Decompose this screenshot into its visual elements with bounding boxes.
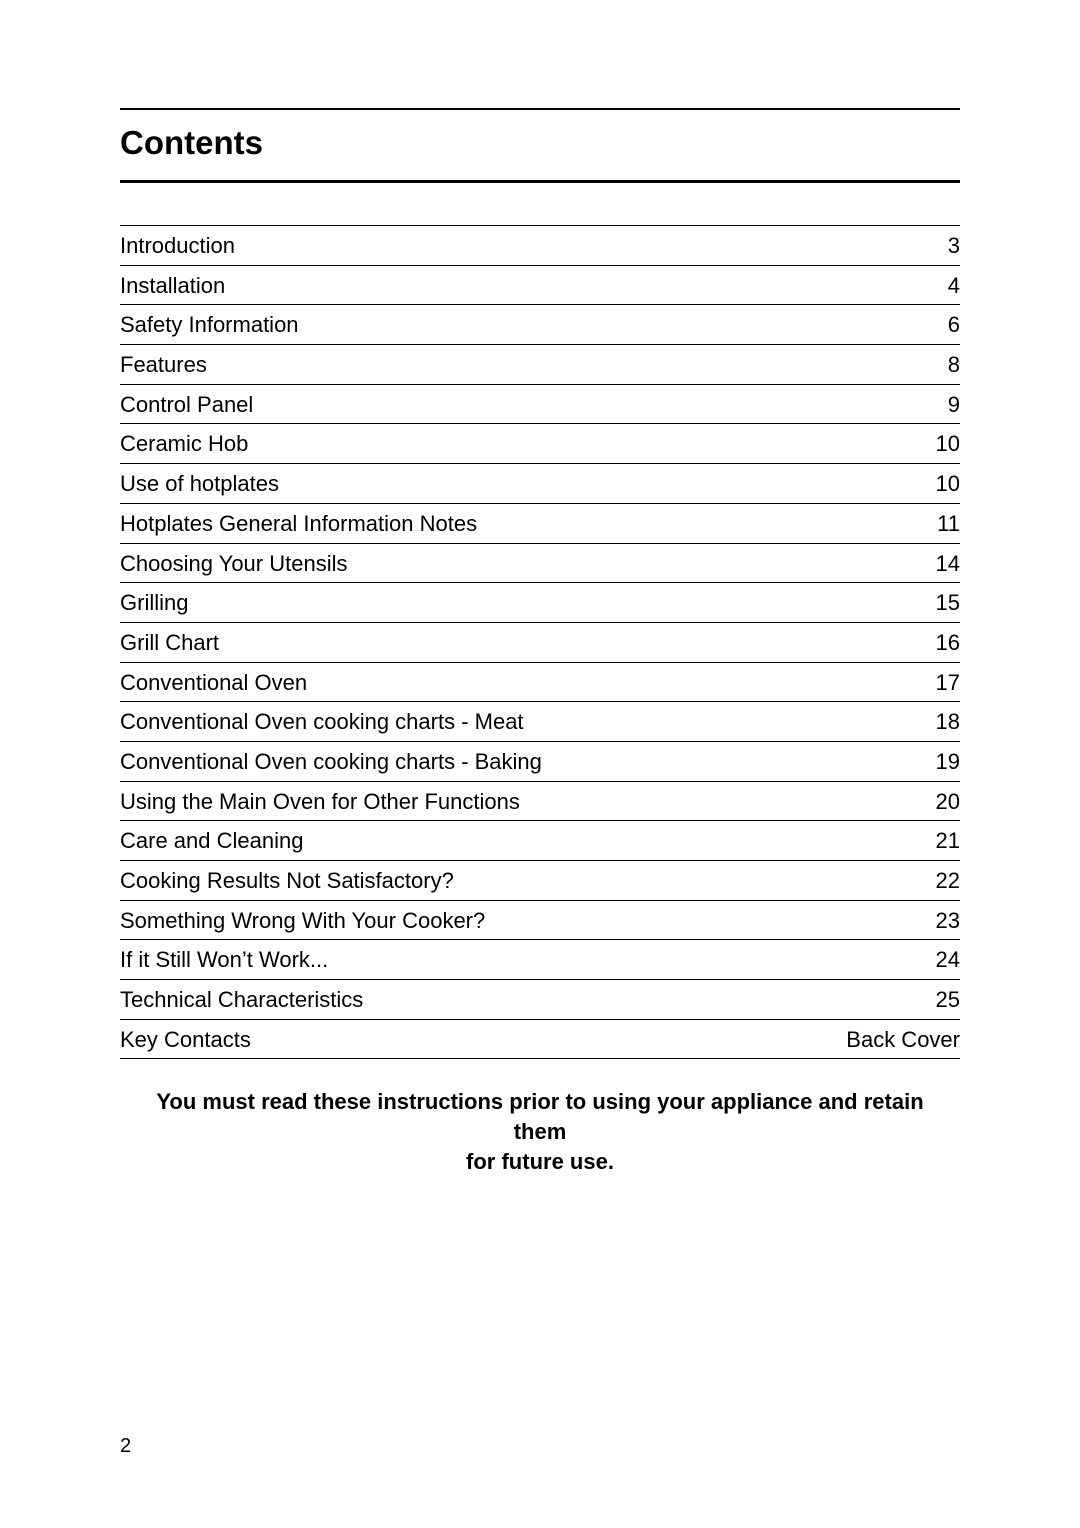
toc-page: 24 xyxy=(936,945,960,975)
toc-row: Introduction 3 xyxy=(120,225,960,266)
toc-row: Something Wrong With Your Cooker? 23 xyxy=(120,901,960,941)
toc-label: Conventional Oven cooking charts - Bakin… xyxy=(120,747,542,777)
toc-row: Features 8 xyxy=(120,345,960,385)
toc-row: Ceramic Hob 10 xyxy=(120,424,960,464)
toc-label: Something Wrong With Your Cooker? xyxy=(120,906,485,936)
toc-row: Key Contacts Back Cover xyxy=(120,1020,960,1060)
toc-page: 21 xyxy=(936,826,960,856)
notice-line-1: You must read these instructions prior t… xyxy=(156,1089,923,1144)
toc-row: Use of hotplates 10 xyxy=(120,464,960,504)
toc-page: 23 xyxy=(936,906,960,936)
toc-page: 10 xyxy=(936,469,960,499)
document-page: Contents Introduction 3 Installation 4 Safet… xyxy=(0,0,1080,1528)
toc-page: 18 xyxy=(936,707,960,737)
toc-row: Grilling 15 xyxy=(120,583,960,623)
toc-page: 4 xyxy=(948,271,960,301)
toc-label: Key Contacts xyxy=(120,1025,251,1055)
toc-row: Care and Cleaning 21 xyxy=(120,821,960,861)
toc-label: Conventional Oven xyxy=(120,668,307,698)
title-block: Contents xyxy=(120,108,960,183)
toc-label: Choosing Your Utensils xyxy=(120,549,347,579)
toc-label: Cooking Results Not Satisfactory? xyxy=(120,866,454,896)
toc-row: Safety Information 6 xyxy=(120,305,960,345)
toc-label: Control Panel xyxy=(120,390,253,420)
toc-label: Technical Characteristics xyxy=(120,985,363,1015)
toc-row: Using the Main Oven for Other Functions 2… xyxy=(120,782,960,822)
toc-page: 9 xyxy=(948,390,960,420)
toc-row: Hotplates General Information Notes 11 xyxy=(120,504,960,544)
toc-row: Conventional Oven 17 xyxy=(120,663,960,703)
toc-page: 11 xyxy=(937,509,960,539)
toc-label: Grilling xyxy=(120,588,188,618)
toc-page: 3 xyxy=(948,231,960,261)
toc-row: Choosing Your Utensils 14 xyxy=(120,544,960,584)
table-of-contents: Introduction 3 Installation 4 Safety Informa… xyxy=(120,225,960,1059)
toc-row: Control Panel 9 xyxy=(120,385,960,425)
toc-page: 10 xyxy=(936,429,960,459)
toc-page: 16 xyxy=(936,628,960,658)
toc-label: Features xyxy=(120,350,207,380)
toc-page: 6 xyxy=(948,310,960,340)
toc-page: 8 xyxy=(948,350,960,380)
toc-row: If it Still Won’t Work... 24 xyxy=(120,940,960,980)
notice-line-2: for future use. xyxy=(466,1149,614,1174)
toc-label: Grill Chart xyxy=(120,628,219,658)
toc-page: 17 xyxy=(936,668,960,698)
toc-label: Introduction xyxy=(120,231,235,261)
toc-row: Grill Chart 16 xyxy=(120,623,960,663)
toc-row: Conventional Oven cooking charts - Meat 1… xyxy=(120,702,960,742)
toc-row: Installation 4 xyxy=(120,266,960,306)
toc-label: Conventional Oven cooking charts - Meat xyxy=(120,707,524,737)
toc-page: 14 xyxy=(936,549,960,579)
notice-text: You must read these instructions prior t… xyxy=(120,1087,960,1176)
page-number: 2 xyxy=(120,1435,131,1458)
toc-page: 19 xyxy=(936,747,960,777)
toc-row: Cooking Results Not Satisfactory? 22 xyxy=(120,861,960,901)
toc-label: Installation xyxy=(120,271,225,301)
toc-row: Technical Characteristics 25 xyxy=(120,980,960,1020)
toc-label: If it Still Won’t Work... xyxy=(120,945,328,975)
toc-page: 22 xyxy=(936,866,960,896)
toc-label: Ceramic Hob xyxy=(120,429,248,459)
toc-page: 15 xyxy=(936,588,960,618)
toc-label: Using the Main Oven for Other Functions xyxy=(120,787,520,817)
toc-page: Back Cover xyxy=(846,1025,960,1055)
toc-page: 25 xyxy=(936,985,960,1015)
toc-label: Hotplates General Information Notes xyxy=(120,509,477,539)
toc-page: 20 xyxy=(936,787,960,817)
toc-label: Use of hotplates xyxy=(120,469,279,499)
toc-row: Conventional Oven cooking charts - Bakin… xyxy=(120,742,960,782)
toc-label: Care and Cleaning xyxy=(120,826,303,856)
toc-label: Safety Information xyxy=(120,310,299,340)
page-title: Contents xyxy=(120,124,960,162)
